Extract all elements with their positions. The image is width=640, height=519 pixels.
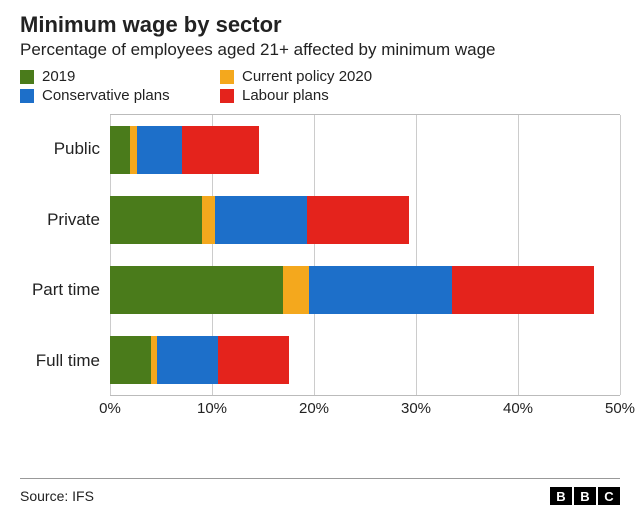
chart-container: Minimum wage by sector Percentage of emp…	[0, 0, 640, 519]
legend-swatch	[220, 89, 234, 103]
bbc-logo-box: B	[574, 487, 596, 505]
bar-segment	[157, 336, 218, 384]
legend-item: Current policy 2020	[220, 68, 420, 85]
x-tick-label: 20%	[299, 400, 329, 417]
bar-segment	[182, 126, 259, 174]
y-axis-labels: PublicPrivatePart timeFull time	[20, 114, 110, 396]
bar-segment	[110, 126, 130, 174]
category-label: Private	[20, 185, 100, 255]
plot-area	[110, 114, 620, 396]
bar-segment	[110, 266, 283, 314]
legend-label: Current policy 2020	[242, 68, 372, 85]
legend-label: Labour plans	[242, 87, 329, 104]
bar-row	[110, 255, 620, 325]
stacked-bar	[110, 126, 620, 174]
legend-swatch	[20, 89, 34, 103]
bar-segment	[283, 266, 309, 314]
bar-segment	[307, 196, 409, 244]
bar-segment	[309, 266, 452, 314]
legend-label: 2019	[42, 68, 75, 85]
category-label: Full time	[20, 326, 100, 396]
x-tick-label: 40%	[503, 400, 533, 417]
chart-subtitle: Percentage of employees aged 21+ affecte…	[20, 40, 620, 60]
legend-label: Conservative plans	[42, 87, 170, 104]
legend-item: Conservative plans	[20, 87, 220, 104]
bar-segment	[452, 266, 595, 314]
bar-row	[110, 185, 620, 255]
x-tick-label: 0%	[99, 400, 121, 417]
plot: PublicPrivatePart timeFull time	[20, 114, 620, 396]
legend: 2019 Current policy 2020 Conservative plan…	[20, 68, 440, 106]
bbc-logo-box: C	[598, 487, 620, 505]
x-tick-label: 30%	[401, 400, 431, 417]
x-axis: 0%10%20%30%40%50%	[110, 396, 620, 426]
bar-row	[110, 325, 620, 395]
x-tick-label: 10%	[197, 400, 227, 417]
bbc-logo-box: B	[550, 487, 572, 505]
legend-item: Labour plans	[220, 87, 420, 104]
bar-segment	[215, 196, 307, 244]
bar-segment	[218, 336, 289, 384]
x-tick-label: 50%	[605, 400, 635, 417]
legend-swatch	[20, 70, 34, 84]
bar-segment	[137, 126, 183, 174]
category-label: Part time	[20, 255, 100, 325]
bar-segment	[202, 196, 215, 244]
footer: Source: IFS BBC	[20, 478, 620, 505]
bar-row	[110, 115, 620, 185]
bar-segment	[110, 336, 151, 384]
source-text: Source: IFS	[20, 488, 94, 504]
legend-item: 2019	[20, 68, 220, 85]
legend-swatch	[220, 70, 234, 84]
bbc-logo: BBC	[550, 487, 620, 505]
stacked-bar	[110, 266, 620, 314]
stacked-bar	[110, 196, 620, 244]
category-label: Public	[20, 114, 100, 184]
stacked-bar	[110, 336, 620, 384]
bar-segment	[110, 196, 202, 244]
chart-title: Minimum wage by sector	[20, 12, 620, 38]
gridline	[620, 115, 621, 395]
